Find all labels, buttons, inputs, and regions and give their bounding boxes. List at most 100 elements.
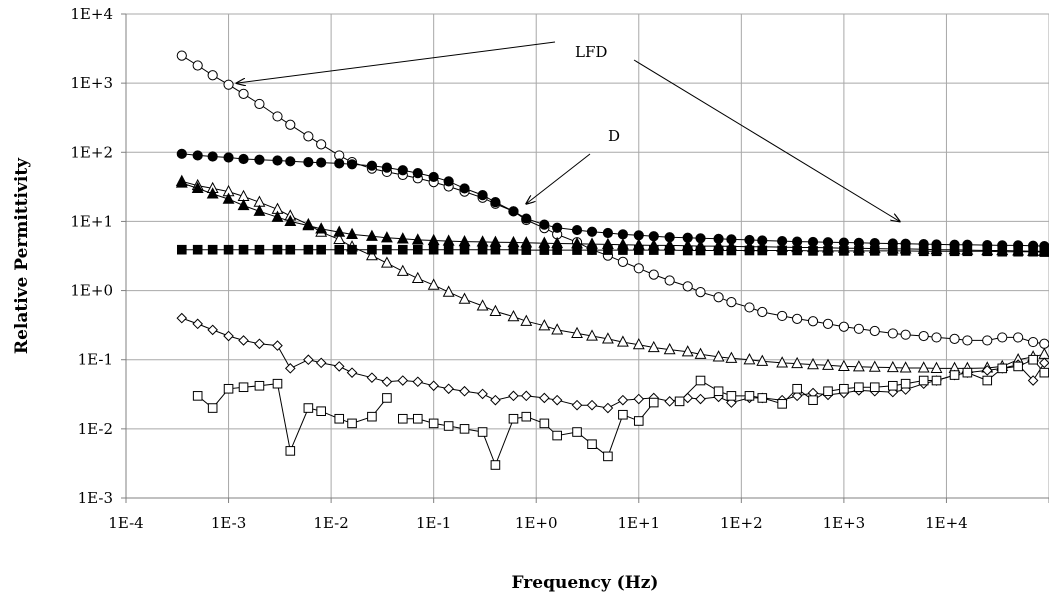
series-square-filled [176, 244, 1049, 257]
diamond-marker [272, 340, 283, 351]
circle-marker [949, 333, 960, 345]
square-marker [303, 403, 314, 413]
square-marker [713, 386, 724, 397]
square-marker [192, 244, 203, 255]
triangle-marker [489, 304, 502, 316]
y-axis-title: Relative Permittivity [12, 157, 32, 354]
triangle-marker [427, 278, 440, 290]
x-tick-label: 1E-1 [416, 514, 451, 532]
circle-marker [316, 139, 327, 150]
circle-marker [285, 119, 296, 130]
annotation-arrow [633, 59, 900, 221]
square-marker [949, 246, 960, 257]
square-marker [854, 382, 864, 393]
circle-marker [633, 263, 644, 274]
square-marker [664, 245, 675, 255]
square-marker [539, 418, 550, 429]
circle-marker [223, 79, 234, 90]
square-marker [508, 244, 519, 255]
square-marker [192, 391, 203, 401]
square-marker [726, 245, 737, 256]
square-marker [1013, 246, 1023, 257]
y-tick-label: 1E-1 [78, 351, 113, 369]
square-marker [490, 460, 501, 470]
circle-marker [664, 275, 675, 286]
square-marker [552, 245, 562, 255]
square-marker [223, 383, 234, 394]
series-triangle-open [175, 174, 1049, 373]
circle-marker [412, 167, 423, 179]
square-marker [238, 244, 249, 255]
diamond-marker [254, 338, 265, 350]
triangle-marker [725, 351, 738, 363]
triangle-marker [886, 360, 899, 373]
square-marker [918, 246, 929, 257]
series-line [181, 153, 1045, 247]
diamond-marker [1039, 357, 1049, 369]
circle-marker [617, 256, 628, 267]
series-line [181, 182, 1045, 252]
triangle-marker [601, 332, 614, 344]
square-marker [238, 382, 249, 393]
triangle-marker [791, 356, 804, 369]
triangle-marker [271, 210, 284, 222]
circle-marker [757, 306, 768, 318]
square-marker [888, 380, 898, 391]
triangle-marker [476, 235, 489, 247]
triangle-marker [333, 225, 346, 237]
series-diamond-open [176, 312, 1049, 414]
circle-marker [176, 148, 187, 159]
x-tick-label: 1E+4 [925, 514, 968, 532]
triangle-marker [507, 309, 520, 322]
square-marker [459, 244, 470, 255]
circle-marker [477, 190, 488, 201]
triangle-marker [712, 350, 725, 362]
triangle-marker [175, 176, 188, 188]
square-marker [1028, 354, 1038, 365]
square-marker [477, 427, 488, 437]
triangle-marker [253, 204, 266, 216]
square-marker [316, 406, 326, 417]
square-marker [682, 245, 693, 256]
triangle-marker [586, 329, 598, 341]
circle-marker [207, 151, 218, 162]
square-marker [572, 427, 582, 437]
square-marker [207, 403, 218, 413]
diamond-marker [284, 363, 296, 374]
square-marker [382, 393, 392, 403]
square-marker [839, 383, 849, 394]
circle-marker [726, 297, 737, 308]
triangle-marker [302, 218, 315, 231]
y-tick-label: 1E+0 [70, 282, 113, 300]
square-marker [347, 418, 357, 429]
square-marker [367, 411, 377, 422]
circle-marker [381, 162, 393, 173]
circle-marker [602, 227, 614, 239]
square-marker [207, 244, 218, 255]
circle-marker [869, 325, 880, 337]
triangle-marker [206, 187, 219, 199]
circle-marker [254, 154, 265, 165]
circle-marker [617, 229, 628, 240]
diamond-marker [412, 376, 424, 388]
square-marker [931, 246, 942, 257]
square-marker [572, 245, 582, 255]
series-circle-filled [176, 148, 1049, 252]
diamond-marker [602, 402, 614, 414]
diamond-marker [981, 365, 993, 376]
square-marker [334, 413, 345, 424]
circle-marker [822, 318, 834, 329]
triangle-marker [837, 359, 850, 372]
triangle-marker [458, 292, 471, 304]
square-marker [823, 246, 833, 256]
circle-marker [443, 176, 454, 187]
diamond-marker [397, 375, 409, 386]
square-marker [490, 244, 501, 255]
x-tick-label: 1E+2 [720, 514, 763, 532]
square-marker [792, 245, 802, 256]
square-marker [412, 413, 423, 424]
square-marker [1013, 361, 1023, 372]
diamond-marker [333, 361, 345, 372]
triangle-marker [917, 361, 930, 373]
square-marker [695, 245, 706, 256]
